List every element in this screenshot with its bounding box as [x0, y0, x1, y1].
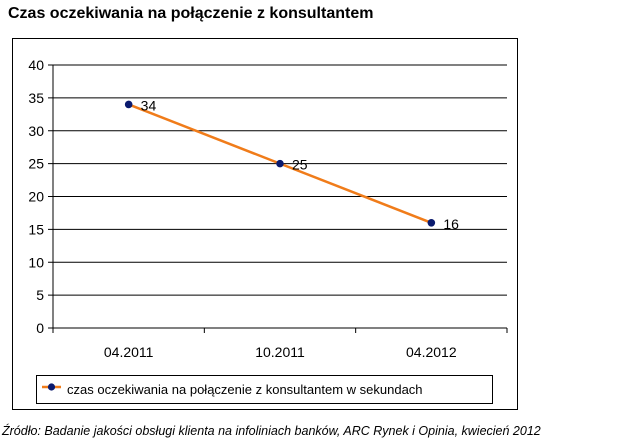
- y-tick-label: 5: [36, 287, 44, 303]
- legend-label: czas oczekiwania na połączenie z konsult…: [67, 382, 423, 397]
- y-tick-label: 15: [28, 221, 44, 237]
- y-tick-label: 0: [36, 320, 44, 336]
- chart-frame: [12, 38, 518, 410]
- data-label: 25: [292, 157, 308, 173]
- data-point: [427, 219, 436, 227]
- y-tick-label: 25: [28, 156, 44, 172]
- chart-title: Czas oczekiwania na połączenie z konsult…: [8, 5, 374, 22]
- data-point: [276, 159, 284, 168]
- data-point: [124, 100, 133, 109]
- legend: [36, 375, 493, 404]
- source-note: Źródło: Badanie jakości obsługi klienta …: [2, 424, 541, 438]
- data-label: 34: [141, 97, 157, 113]
- y-tick-label: 30: [28, 123, 44, 139]
- legend-marker: [47, 383, 56, 391]
- y-tick-label: 35: [28, 90, 44, 106]
- x-tick-label: 04.2011: [104, 344, 154, 360]
- x-tick-label: 04.2012: [406, 344, 457, 360]
- data-label: 16: [443, 216, 459, 232]
- y-tick-label: 10: [28, 254, 44, 270]
- y-tick-label: 40: [28, 57, 44, 73]
- legend-symbol: [42, 383, 61, 391]
- y-tick-label: 20: [28, 189, 44, 205]
- x-tick-label: 10.2011: [255, 344, 305, 360]
